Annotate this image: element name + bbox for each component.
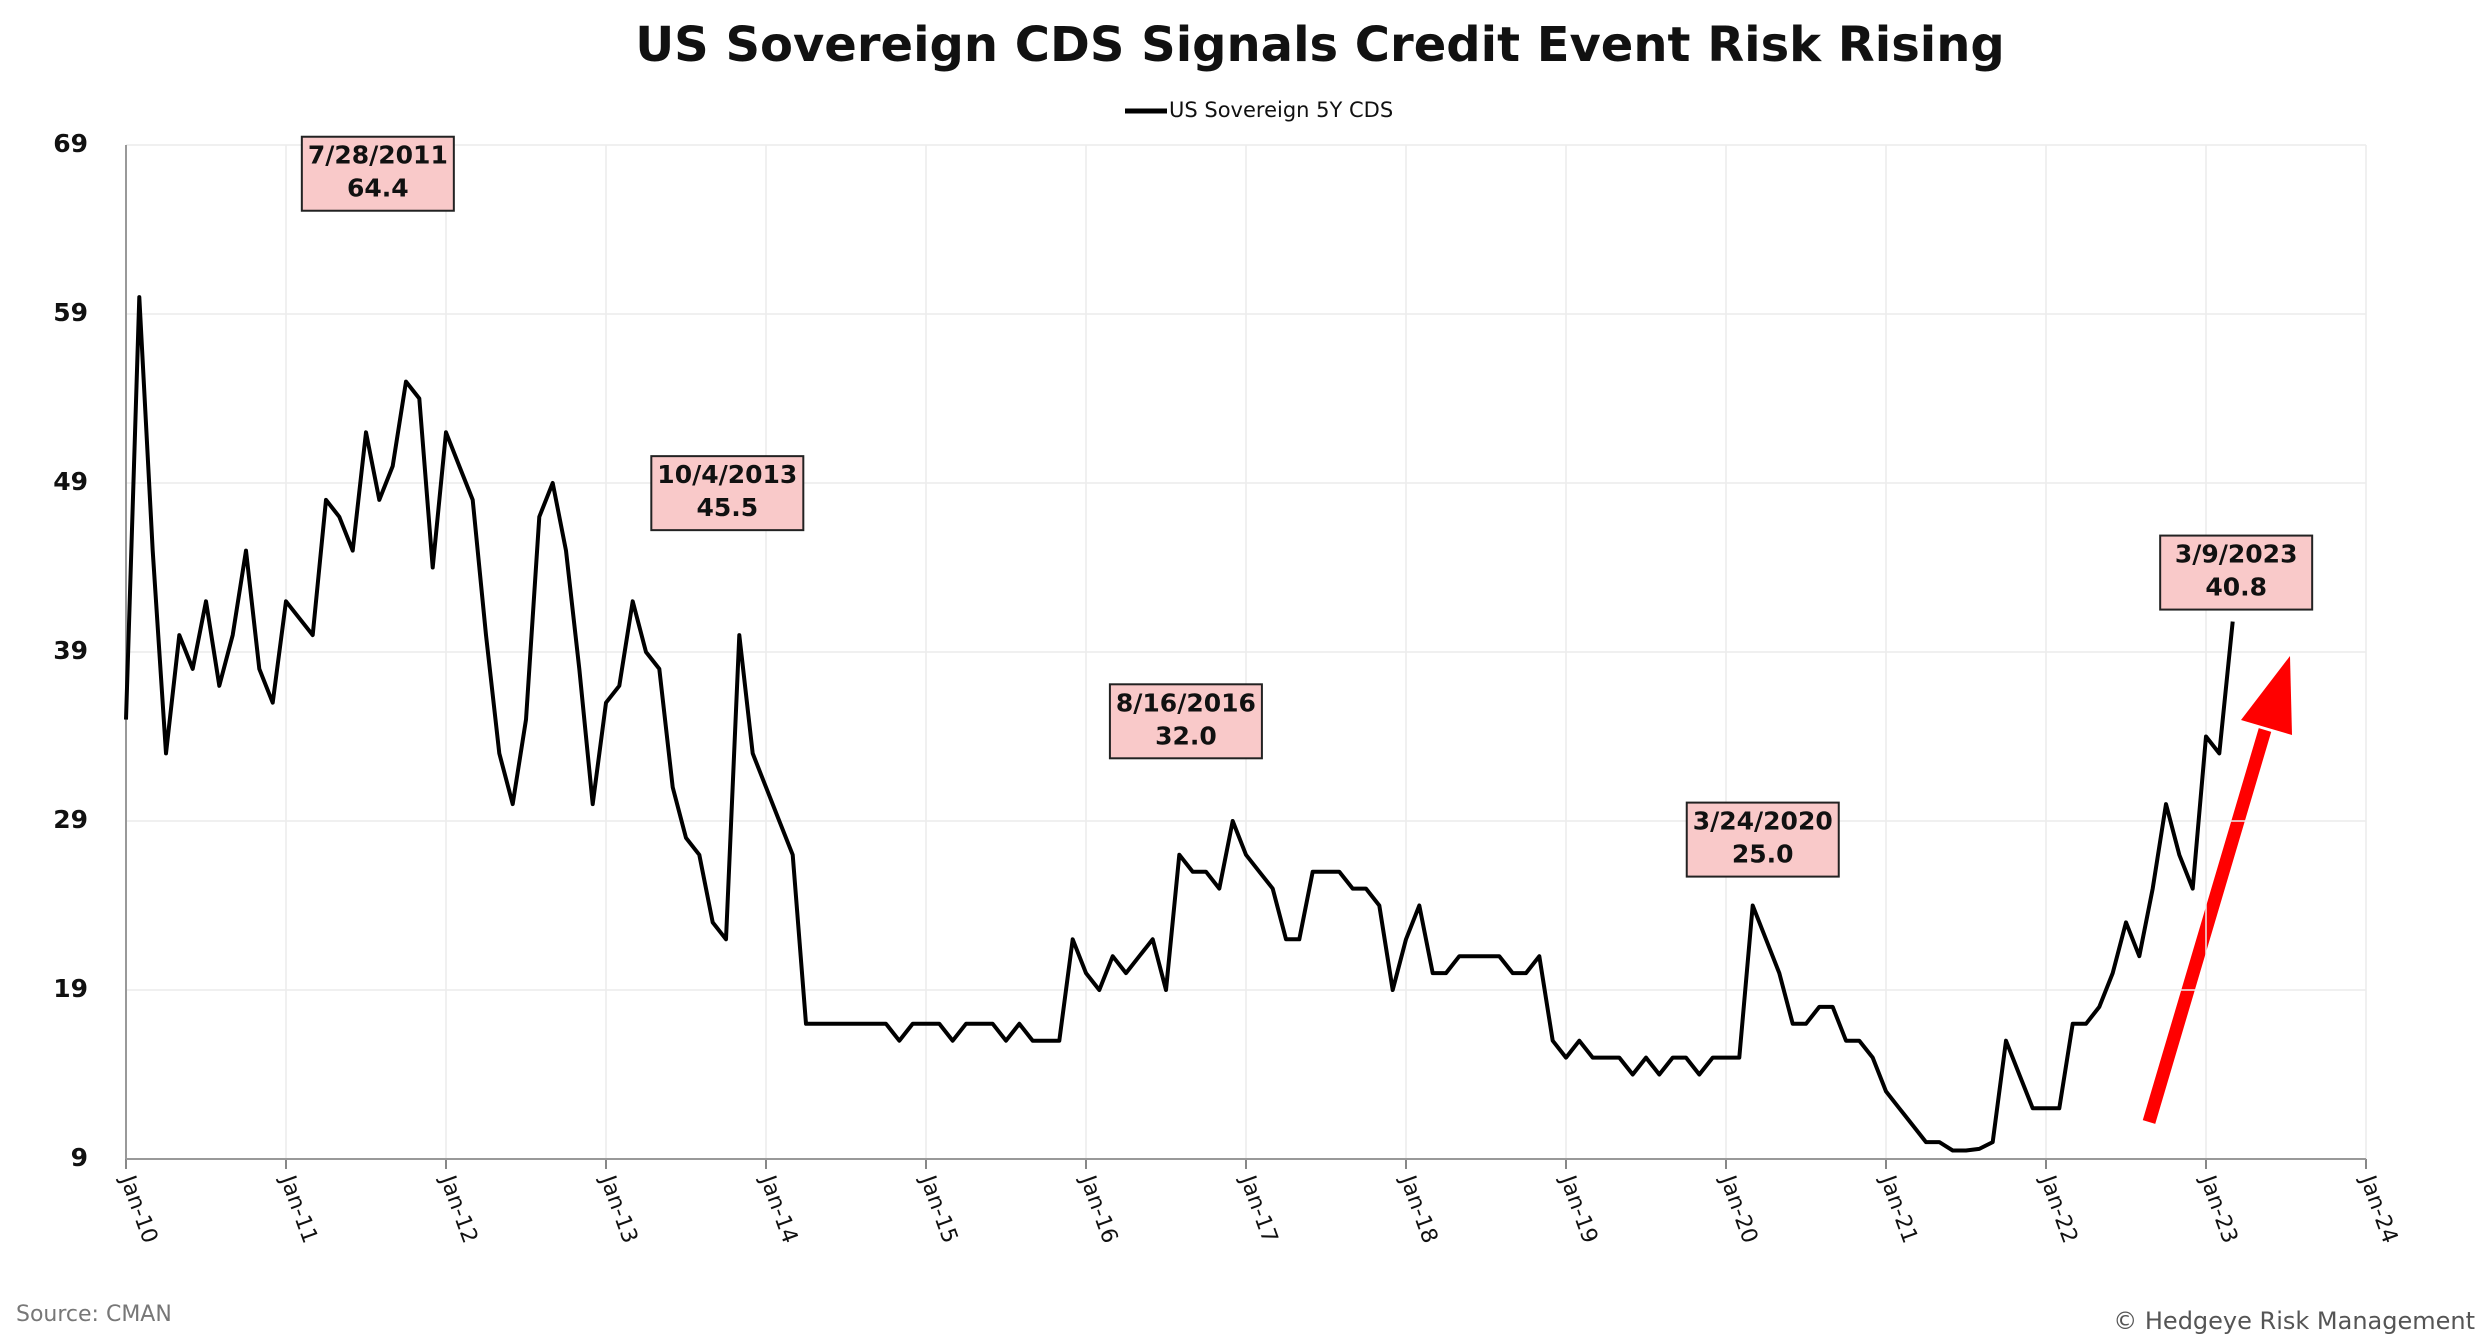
- y-tick-label: 59: [53, 298, 88, 327]
- x-tick-label: Jan-17: [1234, 1171, 1282, 1247]
- chart-title: US Sovereign CDS Signals Credit Event Ri…: [635, 17, 2005, 73]
- x-tick-label: Jan-12: [434, 1171, 482, 1247]
- x-tick-label: Jan-16: [1074, 1171, 1122, 1247]
- x-tick-label: Jan-22: [2034, 1171, 2082, 1247]
- trend-arrow: [2142, 728, 2272, 1124]
- x-tick-label: Jan-20: [1714, 1171, 1762, 1247]
- annotation-box: [1108, 683, 1263, 760]
- x-tick-label: Jan-23: [2194, 1171, 2242, 1247]
- copyright: © Hedgeye Risk Management: [2113, 1307, 2475, 1335]
- x-tick-label: Jan-11: [274, 1171, 322, 1247]
- trend-arrow-head: [2241, 656, 2292, 735]
- annotation-date: 3/24/2020: [1693, 807, 1833, 836]
- legend-label: US Sovereign 5Y CDS: [1169, 98, 1393, 122]
- annotation-box: [2159, 534, 2314, 611]
- line-series: [124, 295, 2235, 1153]
- x-tick-label: Jan-15: [914, 1171, 962, 1247]
- y-tick-label: 39: [53, 636, 88, 665]
- annotation-value: 32.0: [1155, 721, 1217, 750]
- y-tick-label: 49: [53, 467, 88, 496]
- annotation-value: 64.4: [347, 174, 409, 203]
- x-tick-label: Jan-13: [594, 1171, 642, 1247]
- x-tick-label: Jan-10: [114, 1171, 162, 1247]
- y-tick-label: 9: [71, 1143, 88, 1172]
- y-tick-label: 69: [53, 129, 88, 158]
- x-tick-label: Jan-14: [754, 1171, 802, 1247]
- x-tick-label: Jan-24: [2354, 1171, 2402, 1247]
- annotation-date: 8/16/2016: [1116, 688, 1256, 717]
- annotation-box: [1685, 801, 1840, 878]
- y-tick-label: 19: [53, 974, 88, 1003]
- annotation-value: 45.5: [696, 493, 758, 522]
- annotation-date: 7/28/2011: [308, 141, 448, 170]
- annotation-value: 25.0: [1732, 840, 1794, 869]
- annotation-box: [650, 455, 805, 532]
- x-tick-label: Jan-18: [1394, 1171, 1442, 1247]
- annotation-date: 3/9/2023: [2175, 540, 2298, 569]
- x-tick-label: Jan-19: [1554, 1171, 1602, 1247]
- x-tick-label: Jan-21: [1874, 1171, 1922, 1247]
- annotation-date: 10/4/2013: [657, 460, 797, 489]
- source: Source: CMAN: [16, 1302, 172, 1327]
- annotation-box: [300, 135, 455, 212]
- y-tick-label: 29: [53, 805, 88, 834]
- annotation-value: 40.8: [2205, 573, 2267, 602]
